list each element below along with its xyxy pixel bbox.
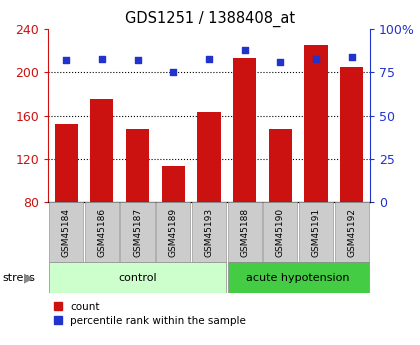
Text: GSM45186: GSM45186 — [97, 207, 106, 257]
FancyBboxPatch shape — [156, 203, 190, 262]
Point — [241, 47, 248, 53]
Point — [312, 56, 319, 61]
FancyBboxPatch shape — [335, 203, 369, 262]
Text: acute hypotension: acute hypotension — [247, 273, 350, 283]
Bar — [55, 124, 78, 202]
Point — [63, 58, 70, 63]
Point — [349, 54, 355, 60]
Bar — [90, 99, 113, 202]
Text: GSM45192: GSM45192 — [347, 207, 356, 257]
FancyBboxPatch shape — [49, 203, 83, 262]
FancyBboxPatch shape — [228, 262, 369, 293]
Text: GSM45191: GSM45191 — [312, 207, 320, 257]
FancyBboxPatch shape — [228, 203, 262, 262]
Bar — [340, 67, 363, 202]
Text: GSM45184: GSM45184 — [62, 207, 71, 257]
FancyBboxPatch shape — [49, 262, 226, 293]
Bar — [233, 58, 256, 202]
FancyBboxPatch shape — [85, 203, 119, 262]
FancyBboxPatch shape — [299, 203, 333, 262]
Text: stress: stress — [2, 273, 35, 283]
Text: GSM45187: GSM45187 — [133, 207, 142, 257]
Point — [134, 58, 141, 63]
FancyBboxPatch shape — [263, 203, 297, 262]
Text: GSM45190: GSM45190 — [276, 207, 285, 257]
Point — [277, 59, 284, 65]
Bar — [304, 46, 328, 202]
Text: GSM45189: GSM45189 — [169, 207, 178, 257]
Text: GSM45188: GSM45188 — [240, 207, 249, 257]
Bar — [126, 128, 149, 202]
Text: ▶: ▶ — [24, 271, 33, 284]
Bar — [269, 128, 292, 202]
FancyBboxPatch shape — [192, 203, 226, 262]
Bar — [197, 112, 220, 202]
Legend: count, percentile rank within the sample: count, percentile rank within the sample — [53, 302, 246, 326]
Text: control: control — [118, 273, 157, 283]
Point — [206, 56, 212, 61]
FancyBboxPatch shape — [121, 203, 155, 262]
Bar — [162, 166, 185, 202]
Text: GDS1251 / 1388408_at: GDS1251 / 1388408_at — [125, 10, 295, 27]
Point — [170, 70, 177, 75]
Text: GSM45193: GSM45193 — [205, 207, 213, 257]
Point — [98, 56, 105, 61]
